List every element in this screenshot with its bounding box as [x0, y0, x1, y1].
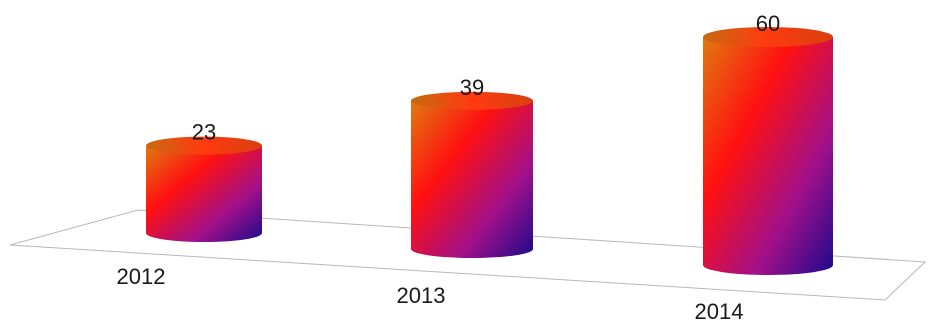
value-label-2012: 23	[192, 120, 216, 145]
category-label-2012: 2012	[117, 264, 166, 289]
bar-2013	[411, 91, 533, 258]
value-label-2014: 60	[756, 11, 780, 36]
chart-floor	[9, 209, 927, 301]
category-label-2014: 2014	[695, 299, 744, 320]
bar-body-2014	[703, 37, 833, 275]
bars-group	[146, 27, 833, 275]
value-label-2013: 39	[460, 75, 484, 100]
bar-2012	[146, 136, 262, 242]
bar-cap-2013	[411, 91, 533, 110]
bar-cap-2012	[146, 136, 262, 155]
bar-body-2013	[411, 100, 533, 258]
category-label-2013: 2013	[397, 283, 446, 308]
bar-cap-2014	[703, 27, 833, 47]
bar-body-2012	[146, 145, 262, 242]
bar-2014	[703, 27, 833, 275]
